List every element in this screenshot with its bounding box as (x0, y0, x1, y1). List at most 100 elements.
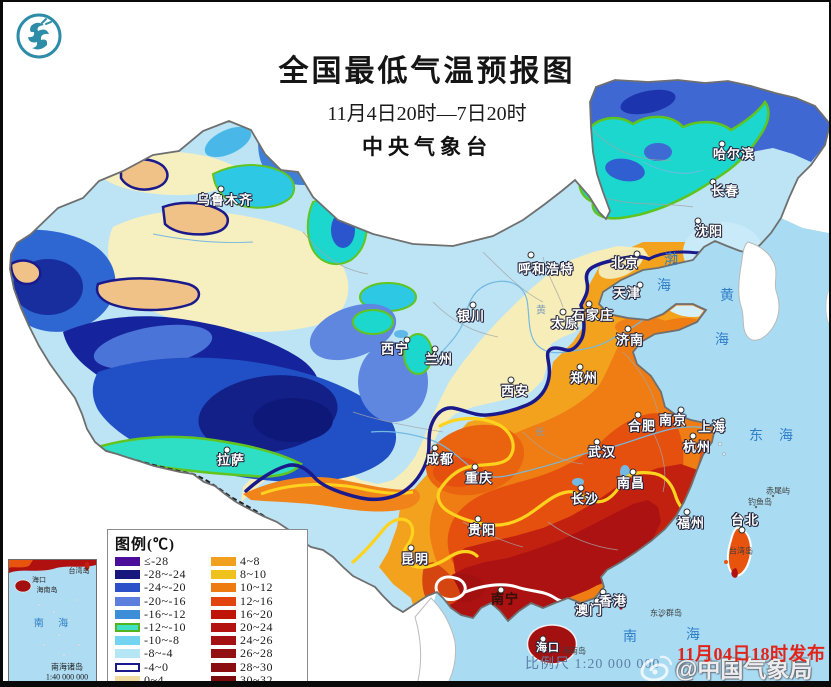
city-label: 福州 (676, 515, 706, 531)
legend-range-label: -28~-24 (144, 567, 186, 582)
legend-range-label: 10~12 (240, 580, 273, 595)
city-marker-dot (497, 586, 505, 594)
sea-label: 海 (686, 628, 700, 643)
legend-column-right: 4~8 8~10 10~12 12~16 16~20 20~24 24~26 26~28 28~… (211, 554, 301, 687)
city-label: 澳门 (574, 602, 604, 618)
legend-swatch (211, 609, 236, 619)
watermark: @中国气象局 (639, 650, 812, 681)
city-marker-dot (683, 508, 691, 516)
city-marker-dot (403, 336, 411, 344)
sea-label: 海 (779, 429, 793, 444)
legend-swatch (115, 636, 140, 646)
legend-swatch (211, 623, 236, 633)
legend-row: -8~-4 (115, 646, 205, 661)
city-label: 长春 (710, 183, 740, 199)
river-label: 长 (535, 427, 545, 439)
city-label: 重庆 (464, 470, 494, 486)
legend-range-label: 28~30 (240, 659, 273, 674)
legend-swatch (115, 570, 140, 580)
city-marker-dot (718, 417, 726, 425)
city-label: 太原 (550, 315, 580, 331)
city-marker-dot (431, 444, 439, 452)
map-title-block: 全国最低气温预报图 11月4日20时—7日20时 中央气象台 (217, 46, 637, 161)
city-label: 郑州 (569, 370, 599, 386)
legend-row: 12~16 (211, 593, 301, 608)
sea-label: 东 (749, 429, 763, 444)
city-marker-dot (223, 446, 231, 454)
city-marker-dot (559, 308, 567, 316)
legend-swatch (211, 662, 236, 672)
city-label: 北京 (610, 255, 640, 271)
south-china-sea-inset: 台湾岛 海口 海南岛南 海南海诸岛 1:40 000 000 (8, 559, 97, 681)
city-marker-dot (507, 376, 515, 384)
legend-range-label: 30~32 (240, 672, 273, 687)
legend-column-left: ≤-28 -28~-24 -24~-20 -20~-16 -16~-12 -12~-10-… (115, 554, 205, 681)
city-marker-dot (431, 345, 439, 353)
city-label: 兰州 (424, 351, 454, 367)
city-marker-dot (593, 438, 601, 446)
legend-range-label: 26~28 (240, 646, 273, 661)
city-marker-dot (577, 484, 585, 492)
city-label: 成都 (425, 451, 455, 467)
temperature-legend: 图例(℃) ≤-28 -28~-24 -24~-20 -20~-16 -16~-12 -1… (107, 529, 308, 681)
release-time-label: 11月04日18时发布 (677, 644, 826, 664)
legend-range-label: -8~-4 (144, 646, 173, 661)
inset-label: 海南岛 (36, 587, 58, 594)
city-label: 西宁 (380, 341, 410, 357)
legend-swatch (211, 557, 236, 567)
city-marker-dot (469, 301, 477, 309)
japan-edge (825, 288, 829, 326)
island-label: 赤尾屿 (766, 486, 790, 496)
island-label: 台湾岛 (729, 546, 753, 556)
legend-row: -16~-12 (115, 606, 205, 621)
legend-swatch (211, 596, 236, 606)
city-label: 海口 (536, 642, 560, 654)
legend-swatch (115, 649, 140, 659)
legend-row: -12~-10 (115, 620, 205, 635)
city-label: 拉萨 (216, 452, 246, 468)
city-label: 南昌 (616, 475, 646, 491)
legend-swatch (115, 609, 140, 619)
river-label: 黄 (536, 305, 546, 317)
city-marker-dot (585, 300, 593, 308)
hainan-island (526, 624, 578, 665)
weibo-icon (640, 655, 673, 681)
city-marker-dot (718, 140, 726, 148)
legend-swatch (115, 675, 140, 681)
legend-row: -20~-16 (115, 593, 205, 608)
legend-swatch (211, 649, 236, 659)
city-marker-dot (633, 250, 641, 258)
agency-name: 中央气象台 (362, 135, 492, 159)
legend-row: 16~20 (211, 607, 301, 621)
page-title: 全国最低气温预报图 (278, 55, 576, 88)
city-marker-dot (636, 281, 644, 289)
sea-label: 黄 (720, 289, 734, 304)
legend-range-label: -12~-10 (144, 620, 186, 635)
city-marker-dot (624, 325, 632, 333)
legend-range-label: -10~-8 (144, 633, 180, 648)
legend-swatch (115, 596, 140, 606)
legend-swatch (115, 557, 140, 567)
city-label: 昆明 (400, 551, 430, 567)
legend-row: 8~10 (211, 567, 301, 582)
legend-swatch (115, 623, 140, 633)
city-label: 香港 (598, 593, 628, 609)
legend-range-label: -20~-16 (144, 593, 186, 608)
city-marker-dot (634, 411, 642, 419)
legend-range-label: -24~-20 (144, 580, 186, 595)
city-marker-dot (694, 217, 702, 225)
city-marker-dot (471, 463, 479, 471)
legend-range-label: 8~10 (240, 567, 267, 582)
legend-row: 30~32 (211, 672, 301, 687)
city-label: 武汉 (587, 444, 617, 460)
legend-row: 10~12 (211, 580, 301, 595)
city-label: 银川 (456, 308, 486, 324)
city-label: 台北 (730, 512, 760, 528)
china-border (9, 79, 829, 623)
city-label: 南京 (658, 412, 688, 428)
legend-range-label: -16~-12 (144, 606, 186, 621)
island-label: 海南岛 (562, 646, 586, 656)
legend-range-label: 12~16 (240, 593, 273, 608)
korea-landmass (738, 241, 780, 341)
island-label: 东沙群岛 (650, 608, 682, 618)
